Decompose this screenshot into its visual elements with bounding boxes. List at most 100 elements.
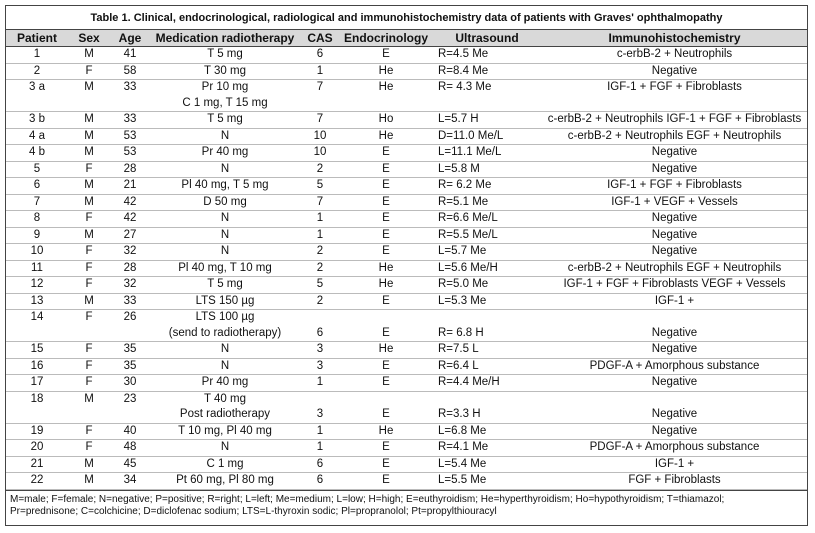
table-cell: N <box>150 227 300 244</box>
table-cell: 21 <box>110 177 150 195</box>
table-box: Table 1. Clinical, endocrinological, rad… <box>5 5 808 526</box>
table-cell: 14 <box>6 309 68 342</box>
table-row: 9 M 27 N 1 E R=5.5 Me/L Negative <box>6 227 807 244</box>
table-cell: L=5.5 Me <box>432 472 542 490</box>
table-cell: R=5.0 Me <box>432 276 542 294</box>
table-cell: L=5.6 Me/H <box>432 260 542 277</box>
table-cell: R= 6.8 H <box>432 309 542 342</box>
table-cell: Negative <box>542 63 807 80</box>
table-cell: R=7.5 L <box>432 341 542 359</box>
table-cell: IGF-1 + <box>542 293 807 310</box>
table-cell: E <box>340 210 432 228</box>
table-cell: 2 <box>300 293 340 310</box>
table-cell: R=8.4 Me <box>432 63 542 80</box>
table-cell: 28 <box>110 161 150 178</box>
table-cell: E <box>340 177 432 195</box>
table-cell: 6 <box>300 309 340 342</box>
table-row: 13 M 33 LTS 150 µg 2 E L=5.3 Me IGF-1 + <box>6 293 807 310</box>
footnote-line: M=male; F=female; N=negative; P=positive… <box>10 493 725 505</box>
table-row: 4 b M 53 Pr 40 mg 10 E L=11.1 Me/L Negative <box>6 144 807 162</box>
table-cell: Negative <box>542 144 807 162</box>
table-cell: 40 <box>110 423 150 440</box>
table-cell: 2 <box>300 260 340 277</box>
table-cell: 3 a <box>6 79 68 112</box>
table-cell: 32 <box>110 276 150 294</box>
table-cell: 1 <box>300 439 340 457</box>
table-cell: M <box>68 194 110 211</box>
column-header: Ultrasound <box>432 30 542 47</box>
table-cell: LTS 150 µg <box>150 293 300 310</box>
table-cell: F <box>68 210 110 228</box>
table-cell: Pt 60 mg, Pl 80 mg <box>150 472 300 490</box>
table-cell: E <box>340 144 432 162</box>
table-row: 19 F 40 T 10 mg, Pl 40 mg 1 He L=6.8 Me Negativ… <box>6 423 807 440</box>
table-cell: M <box>68 456 110 473</box>
table-cell: N <box>150 439 300 457</box>
table-cell: 3 <box>300 358 340 375</box>
table-cell: L=5.4 Me <box>432 456 542 473</box>
table-cell: 35 <box>110 358 150 375</box>
table-cell: 13 <box>6 293 68 310</box>
table-cell: 6 <box>300 46 340 64</box>
table-cell: 4 b <box>6 144 68 162</box>
table-cell: 42 <box>110 194 150 211</box>
cell-line: (send to radiotherapy) <box>168 326 282 339</box>
table-cell: He <box>340 276 432 294</box>
table-cell: 5 <box>300 177 340 195</box>
table-cell: 35 <box>110 341 150 359</box>
table-cell: 3 b <box>6 111 68 129</box>
table-cell: 10 <box>300 128 340 145</box>
table-cell: 28 <box>110 260 150 277</box>
table-row: 11 F 28 Pl 40 mg, T 10 mg 2 He L=5.6 Me/H c-erb… <box>6 260 807 277</box>
table-body: 1 M 41 T 5 mg 6 E R=4.5 Me c-erbB-2 + Neutrophi… <box>6 46 807 490</box>
table-cell: 2 <box>6 63 68 80</box>
table-cell: 5 <box>6 161 68 178</box>
column-header: Medication radiotherapy <box>150 30 300 47</box>
table-cell: 42 <box>110 210 150 228</box>
table-cell: T 5 mg <box>150 276 300 294</box>
cell-line: N <box>220 228 230 241</box>
column-header: Immunohistochemistry <box>542 30 807 47</box>
table-cell: He <box>340 63 432 80</box>
table-cell: 33 <box>110 79 150 112</box>
table-cell: D 50 mg <box>150 194 300 211</box>
table-cell: 53 <box>110 144 150 162</box>
table-row: 3 a M 33 Pr 10 mg C 1 mg, T 15 mg 7 He R= 4.3 M… <box>6 79 807 112</box>
table-cell: Negative <box>542 423 807 440</box>
table-cell: 19 <box>6 423 68 440</box>
cell-line: N <box>220 359 230 372</box>
table-cell: E <box>340 439 432 457</box>
table-cell: 48 <box>110 439 150 457</box>
table-cell: 6 <box>300 472 340 490</box>
cell-line: T 40 mg <box>204 392 246 405</box>
table-cell: D=11.0 Me/L <box>432 128 542 145</box>
table-cell: 23 <box>110 391 150 424</box>
table-cell: F <box>68 439 110 457</box>
table-row: 8 F 42 N 1 E R=6.6 Me/L Negative <box>6 210 807 228</box>
table-cell: M <box>68 128 110 145</box>
table-cell: He <box>340 79 432 112</box>
table-cell: 5 <box>300 276 340 294</box>
table-cell: 4 a <box>6 128 68 145</box>
table-cell: Negative <box>542 161 807 178</box>
table-cell: R=4.1 Me <box>432 439 542 457</box>
table-cell: 2 <box>300 243 340 261</box>
table-cell: R=5.1 Me <box>432 194 542 211</box>
table-cell: IGF-1 + <box>542 456 807 473</box>
footnote: M=male; F=female; N=negative; P=positive… <box>6 489 807 521</box>
table-cell: 16 <box>6 358 68 375</box>
table-cell: c-erbB-2 + Neutrophils EGF + Neutrophils <box>542 260 807 277</box>
data-table: Patient Sex Age Medication radiotherapy CAS E… <box>6 30 807 490</box>
cell-line: Pl 40 mg, T 5 mg <box>181 179 269 191</box>
table-cell: c-erbB-2 + Neutrophils EGF + Neutrophils <box>542 128 807 145</box>
table-cell: 7 <box>6 194 68 211</box>
table-cell: R=5.5 Me/L <box>432 227 542 244</box>
table-cell: 30 <box>110 374 150 392</box>
table-cell: 8 <box>6 210 68 228</box>
table-cell: N <box>150 161 300 178</box>
cell-line: T 5 mg <box>207 113 243 125</box>
table-cell: T 40 mg Post radiotherapy <box>150 391 300 424</box>
table-row: 1 M 41 T 5 mg 6 E R=4.5 Me c-erbB-2 + Neutrophi… <box>6 46 807 64</box>
table-cell: E <box>340 472 432 490</box>
table-cell: 1 <box>300 423 340 440</box>
